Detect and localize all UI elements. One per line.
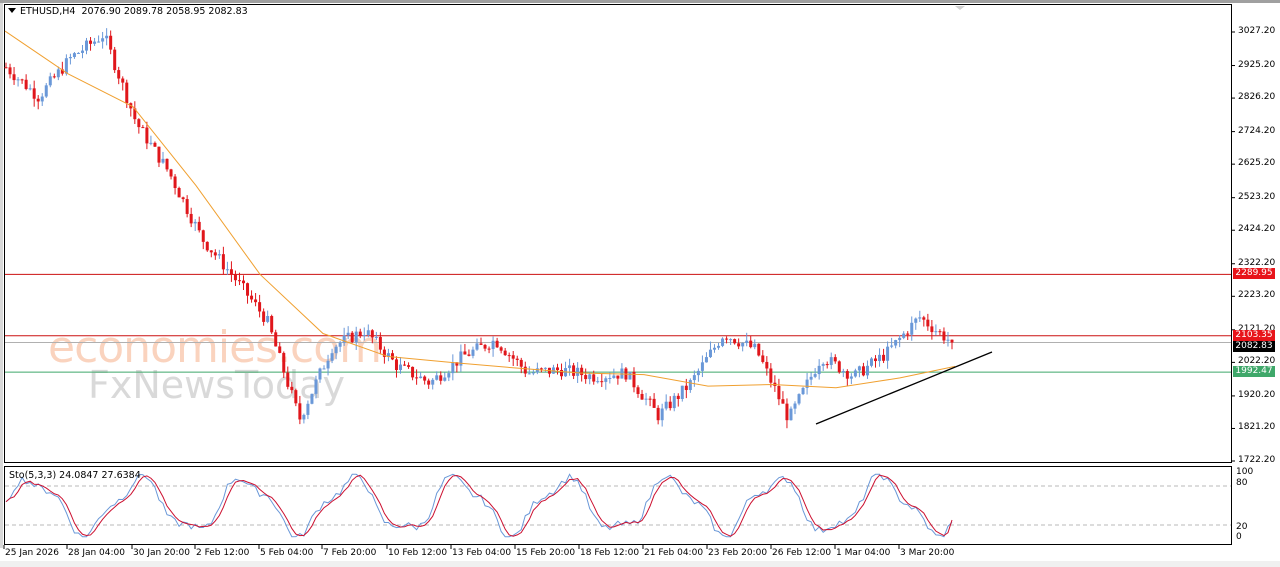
time-tick-label: 5 Feb 04:00 (260, 548, 314, 558)
time-tick-label: 10 Feb 12:00 (388, 548, 448, 558)
watermark-fxnewstoday: FxNewsToday (88, 363, 345, 407)
price-tick-label: 2121.20 (1238, 323, 1276, 334)
price-tick-label: 1722.20 (1238, 455, 1276, 465)
time-tick-label: 18 Feb 12:00 (580, 548, 640, 558)
price-tag-support: 1992.47 (1233, 366, 1275, 377)
sto-level-0: 0 (1236, 532, 1242, 542)
watermark-economies: economies.com (48, 322, 382, 373)
time-tick-label: 15 Feb 20:00 (516, 548, 576, 558)
time-tick-label: 21 Feb 04:00 (644, 548, 704, 558)
price-tick-label: 2826.20 (1238, 92, 1276, 103)
price-tick-label: 1920.20 (1238, 389, 1276, 400)
window-top-border (0, 0, 1280, 3)
time-tick-label: 13 Feb 04:00 (452, 548, 512, 558)
sto-level-20: 20 (1236, 522, 1248, 532)
time-tick-label: 28 Jan 04:00 (68, 548, 125, 558)
stochastic-label: Sto(5,3,3) 24.0847 27.6384 (9, 470, 141, 481)
price-tag-resistance-high: 2289.95 (1233, 268, 1275, 279)
dropdown-triangle-icon[interactable] (8, 8, 16, 13)
price-tick-label: 2223.20 (1238, 290, 1276, 301)
price-tick-label: 2925.20 (1238, 59, 1276, 70)
price-tick-label: 2322.20 (1238, 257, 1276, 268)
price-tick-label: 2424.20 (1238, 224, 1276, 235)
price-tick-label: 2523.20 (1238, 191, 1276, 202)
time-tick-label: 7 Feb 20:00 (323, 548, 377, 558)
ohlc-values: 2076.90 2089.78 2058.95 2082.83 (81, 6, 248, 17)
bottom-border (0, 561, 1280, 567)
symbol-label: ETHUSD,H4 (20, 6, 76, 17)
price-tick-label: 2625.20 (1238, 158, 1276, 169)
price-tag-current: 2082.83 (1233, 341, 1275, 352)
price-tag-resistance-low: 2103.35 (1233, 330, 1275, 341)
window-left-border (0, 3, 3, 548)
time-tick-label: 26 Feb 12:00 (772, 548, 832, 558)
price-chart-pane[interactable] (4, 4, 1232, 463)
stochastic-pane[interactable] (4, 466, 1232, 545)
time-tick-label: 2 Feb 12:00 (196, 548, 250, 558)
sto-level-100: 100 (1236, 467, 1254, 477)
price-tick-label: 2724.20 (1238, 125, 1276, 136)
sto-level-80: 80 (1236, 478, 1248, 488)
time-tick-label: 25 Jan 2026 (5, 548, 59, 558)
price-tick-label: 3027.20 (1238, 26, 1276, 36)
chart-header: ETHUSD,H4 2076.90 2089.78 2058.95 2082.8… (8, 6, 248, 17)
time-tick-label: 30 Jan 20:00 (133, 548, 190, 558)
price-tick-label: 2022.20 (1238, 356, 1276, 367)
price-tick-label: 1821.20 (1238, 422, 1276, 433)
time-tick-label: 3 Mar 20:00 (900, 548, 955, 558)
time-tick-label: 1 Mar 04:00 (836, 548, 891, 558)
time-tick-label: 23 Feb 20:00 (708, 548, 768, 558)
